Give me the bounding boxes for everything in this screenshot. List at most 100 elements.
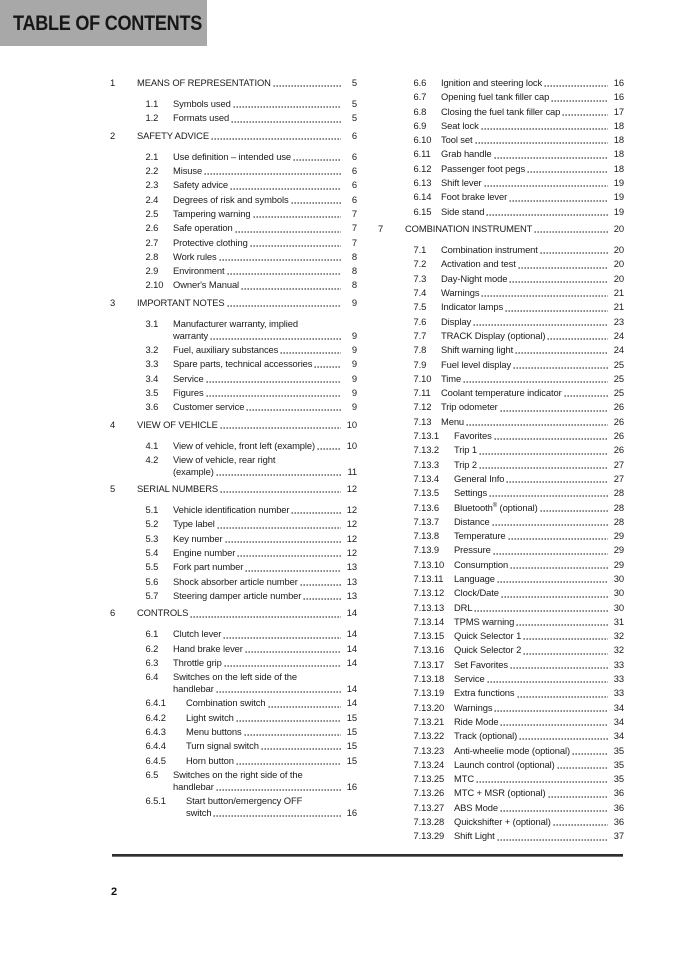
entry-title: Environment [173, 265, 225, 277]
entry-leader-line: Time 25 [441, 373, 624, 385]
entry-title: Misuse [173, 165, 203, 177]
entry-leader-line: Pressure 29 [454, 544, 624, 556]
toc-row: 3.2 Fuel, auxiliary substances 9 [110, 343, 358, 356]
entry-title: Use definition – intended use [173, 150, 292, 162]
entry-title: Side stand [441, 205, 485, 217]
entry-page-number: 36 [613, 801, 624, 813]
dot-leader [291, 512, 341, 515]
entry-leader-line: Misuse 6 [173, 165, 357, 177]
entry-title: Throttle grip [173, 657, 222, 669]
toc-chapter-row: 5 SERIAL NUMBERS 12 [110, 483, 357, 495]
toc-row: 6.9 Seat lock 18 [378, 119, 625, 132]
entry-title: Trip odometer [441, 401, 498, 413]
entry-leader-line: (example) 11 [173, 466, 357, 478]
entry-title: Ignition and steering lock [441, 77, 543, 88]
toc-row: 5.5 Fork part number 13 [110, 561, 358, 573]
entry-page-number: 16 [613, 91, 624, 103]
entry-number: 7.13.13 [413, 601, 445, 613]
dot-leader [252, 216, 341, 219]
dot-leader [507, 538, 608, 541]
toc-row: 2.8 Work rules 8 [110, 251, 358, 263]
entry-leader-line: DRL 30 [454, 602, 624, 614]
entry-leader-line: Engine number 12 [173, 547, 357, 559]
entry-leader-line: Grab handle 18 [441, 148, 624, 160]
entry-content: Warnings 21 [441, 287, 624, 299]
entry-page-number: 32 [613, 630, 624, 642]
entry-content: Spare parts, technical accessories 9 [173, 358, 357, 370]
toc-row: 7.13.22 Track (optional) 34 [378, 730, 625, 742]
entry-page-number: 20 [613, 272, 624, 284]
entry-leader-line: Quickshifter + (optional) 36 [454, 816, 624, 828]
entry-content: Engine number 12 [173, 547, 357, 559]
dot-leader [513, 366, 608, 370]
entry-leader-line: Seat lock 18 [441, 120, 624, 132]
entry-title: TRACK Display (optional) [441, 329, 546, 341]
entry-leader-line: Anti-wheelie mode (optional) 35 [454, 745, 624, 757]
entry-title: Tool set [441, 134, 473, 146]
toc-row: 7.13.19 Extra functions 33 [378, 687, 625, 699]
entry-page-number: 25 [613, 372, 624, 384]
entry-leader-line: Customer service 9 [173, 401, 357, 413]
entry-leader-line: Tool set 18 [441, 134, 624, 146]
entry-title: Degrees of risk and symbols [173, 193, 289, 205]
toc-row: 5.3 Key number 12 [110, 533, 358, 545]
entry-title: Trip 1 [454, 444, 478, 456]
entry-leader-line: TRACK Display (optional) 24 [441, 330, 624, 342]
entry-number: 6.8 [413, 105, 427, 117]
dot-leader [499, 409, 608, 413]
entry-title: General Info [454, 472, 505, 484]
toc-row: 7.13.2 Trip 1 26 [378, 444, 625, 456]
dot-leader [562, 113, 608, 117]
entry-page-number: 13 [346, 561, 357, 573]
entry-page-number: 14 [346, 607, 357, 619]
entry-leader-line: CONTROLS 14 [137, 607, 357, 619]
toc-header-banner: TABLE OF CONTENTS [0, 0, 207, 46]
entry-page-number: 33 [613, 658, 624, 670]
entry-leader-line: MTC + MSR (optional) 36 [454, 787, 624, 799]
entry-content: Symbols used 5 [173, 98, 357, 110]
dot-leader [517, 266, 608, 270]
dot-leader [218, 259, 341, 262]
entry-number: 6.5.1 [145, 794, 166, 806]
entry-content: Work rules 8 [173, 251, 357, 263]
entry-page-number: 24 [613, 329, 624, 341]
entry-title: Customer service [173, 401, 245, 413]
toc-row: 7.13.3 Trip 2 27 [378, 459, 625, 471]
entry-content: ABS Mode 36 [454, 802, 624, 814]
entry-content: Pressure 29 [454, 544, 624, 556]
toc-row: 7.13 Menu 26 [378, 416, 625, 428]
entry-content: Switches on the left side of the handleba… [173, 671, 357, 694]
entry-number: 6.9 [413, 119, 427, 131]
entry-page-number: 9 [351, 329, 357, 341]
entry-page-number: 14 [346, 697, 357, 709]
toc-column-right: 6.6 Ignition and steering lock 16 6.7 Openin… [378, 77, 624, 845]
dot-leader [493, 156, 608, 160]
entry-number: 7.9 [413, 358, 427, 370]
dot-leader [563, 395, 608, 398]
entry-content: SERIAL NUMBERS 12 [137, 483, 357, 495]
entry-number: 2.9 [145, 265, 159, 277]
entry-title: Fork part number [173, 561, 244, 573]
entry-leader-line: Track (optional) 34 [454, 730, 624, 742]
entry-title: MTC + MSR (optional) [454, 787, 546, 799]
entry-number: 6.4 [145, 671, 159, 683]
entry-title: Shift warning light [441, 344, 514, 356]
entry-page-number: 25 [613, 387, 624, 399]
entry-leader-line: Environment 8 [173, 265, 357, 277]
entry-leader-line: Settings 28 [454, 487, 624, 499]
entry-leader-line: SAFETY ADVICE 6 [137, 130, 357, 142]
dot-leader [190, 615, 341, 619]
entry-content: Steering damper article number 13 [173, 590, 357, 602]
entry-page-number: 34 [613, 715, 624, 727]
entry-leader-line: MEANS OF REPRESENTATION 5 [137, 77, 357, 89]
dot-leader [500, 809, 608, 813]
toc-row: 7.13.11 Language 30 [378, 573, 625, 585]
entry-content: Seat lock 18 [441, 120, 624, 132]
entry-number: 7.8 [413, 344, 427, 356]
dot-leader [216, 526, 341, 530]
entry-leader-line: Coolant temperature indicator 25 [441, 387, 624, 399]
entry-number: 3.2 [145, 343, 159, 355]
entry-leader-line: TPMS warning 31 [454, 616, 624, 628]
toc-row: 6.4 Switches on the left side of the handl… [110, 671, 358, 694]
dot-leader [496, 838, 608, 841]
